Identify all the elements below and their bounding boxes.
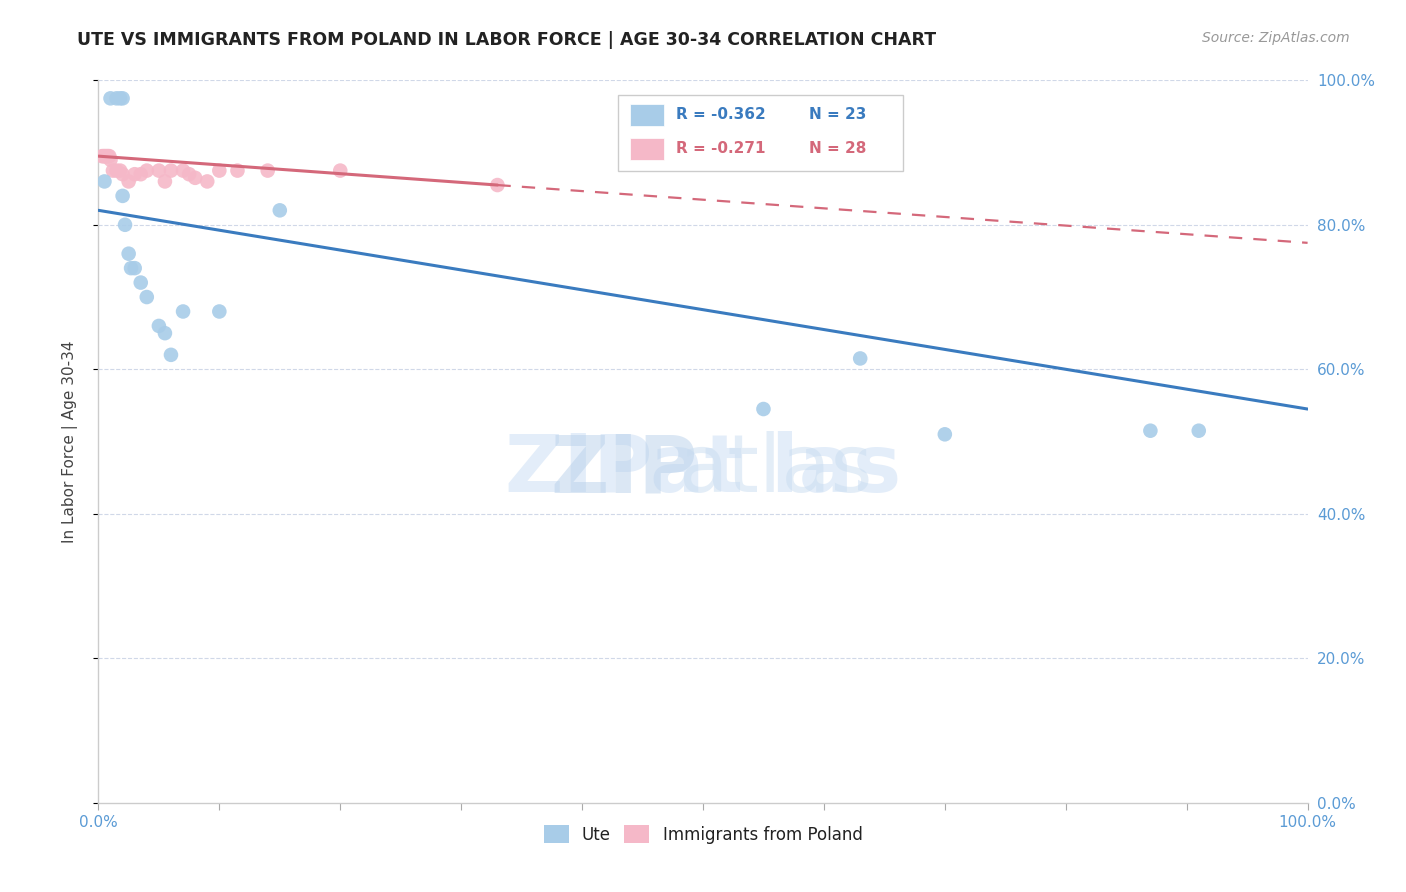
Point: [1139, 424, 1161, 438]
Point: [172, 304, 194, 318]
Point: [135, 163, 157, 178]
Text: R = -0.362: R = -0.362: [676, 107, 766, 122]
Point: [752, 402, 775, 417]
Point: [129, 167, 152, 181]
Point: [91, 149, 114, 163]
Point: [108, 91, 131, 105]
Text: Source: ZipAtlas.com: Source: ZipAtlas.com: [1202, 31, 1350, 45]
Point: [179, 167, 201, 181]
Text: atlas: atlas: [678, 432, 873, 509]
Text: ZIP: ZIP: [551, 432, 697, 509]
Point: [98, 149, 121, 163]
Legend: Ute, Immigrants from Poland: Ute, Immigrants from Poland: [538, 821, 868, 848]
Point: [934, 427, 956, 442]
Point: [105, 91, 128, 105]
Point: [94, 149, 117, 163]
FancyBboxPatch shape: [619, 95, 903, 170]
Point: [118, 174, 141, 188]
Text: N = 28: N = 28: [810, 142, 866, 156]
Point: [160, 163, 183, 178]
Text: R = -0.271: R = -0.271: [676, 142, 766, 156]
Point: [148, 318, 170, 333]
Point: [269, 203, 291, 218]
Point: [100, 153, 122, 167]
Point: [148, 163, 170, 178]
Point: [96, 149, 118, 163]
Point: [256, 163, 278, 178]
Point: [100, 91, 122, 105]
Point: [172, 163, 194, 178]
Point: [129, 276, 152, 290]
Point: [849, 351, 872, 366]
Point: [329, 163, 352, 178]
Point: [97, 149, 120, 163]
Point: [114, 218, 136, 232]
FancyBboxPatch shape: [630, 104, 664, 126]
Point: [111, 189, 134, 203]
Y-axis label: In Labor Force | Age 30-34: In Labor Force | Age 30-34: [62, 340, 77, 543]
Point: [108, 163, 131, 178]
Point: [105, 163, 128, 178]
Point: [120, 261, 142, 276]
Point: [124, 167, 146, 181]
Point: [118, 246, 141, 260]
Point: [208, 304, 231, 318]
Text: ZIPat las: ZIPat las: [505, 432, 901, 509]
Point: [486, 178, 509, 192]
Point: [226, 163, 249, 178]
FancyBboxPatch shape: [630, 138, 664, 160]
Point: [101, 163, 124, 178]
Point: [153, 326, 176, 340]
Point: [111, 91, 134, 105]
Point: [184, 170, 207, 185]
Point: [1188, 424, 1211, 438]
Point: [93, 174, 115, 188]
Point: [93, 149, 115, 163]
Point: [208, 163, 231, 178]
Point: [153, 174, 176, 188]
Text: N = 23: N = 23: [810, 107, 866, 122]
Point: [91, 149, 114, 163]
Point: [195, 174, 218, 188]
Point: [135, 290, 157, 304]
Point: [160, 348, 183, 362]
Point: [124, 261, 146, 276]
Text: UTE VS IMMIGRANTS FROM POLAND IN LABOR FORCE | AGE 30-34 CORRELATION CHART: UTE VS IMMIGRANTS FROM POLAND IN LABOR F…: [77, 31, 936, 49]
Point: [111, 167, 134, 181]
